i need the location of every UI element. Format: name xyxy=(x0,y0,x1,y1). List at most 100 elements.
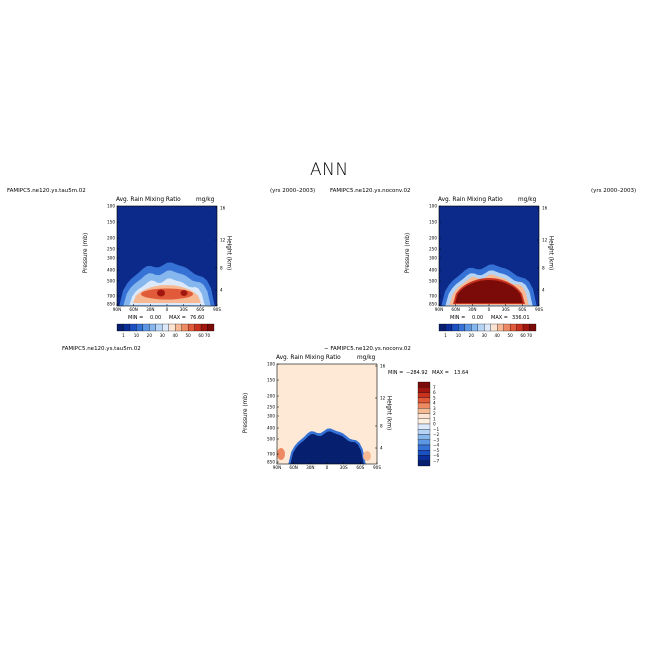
panel-1-colorbar-swatch xyxy=(187,323,195,332)
panel-2-colorbar-swatch xyxy=(522,323,530,332)
panel-2-y-tick-label: 100 xyxy=(429,204,437,209)
panel-1-y-tick-label: 150 xyxy=(107,220,115,225)
panel-3-colorbar-swatch xyxy=(417,423,431,430)
panel-2-x-tick-label: 30S xyxy=(502,307,510,312)
panel-1-y-tick-label: 300 xyxy=(107,256,115,261)
panel-2-colorbar-label: 30 xyxy=(482,333,488,338)
panel-3-colorbar-label: −3 xyxy=(433,437,440,442)
panel-2-x-tick-label: 0 xyxy=(488,307,491,312)
panel-3-positive-region-south xyxy=(363,451,371,461)
panel-3-y-tick-label: 250 xyxy=(267,405,275,410)
panel-2-colorbar-swatch xyxy=(477,323,485,332)
panel-2-colorbar-label: 40 xyxy=(495,333,501,338)
panel-1-y-tick-label: 700 xyxy=(107,294,115,299)
panel-3-colorbar-swatch xyxy=(417,460,431,467)
panel-1-colorbar-swatch xyxy=(123,323,131,332)
panel-3-x-tick-label: 60S xyxy=(356,465,364,470)
panel-1-max-core-east xyxy=(180,290,188,296)
panel-1-colorbar-swatch xyxy=(207,323,215,332)
panel-3-colorbar-swatch xyxy=(417,434,431,440)
panel-2-x-tick-label: 30N xyxy=(468,307,476,312)
panel-1-x-tick-label: 30S xyxy=(180,307,188,312)
panel-3-colorbar-swatch xyxy=(417,418,431,425)
panel-1-x-tick-label: 60S xyxy=(196,307,204,312)
panel-2-colorbar-swatch xyxy=(516,323,524,332)
panel-2-colorbar: 1 10 20 30 40 50 60 70 xyxy=(438,323,537,338)
panel-1-colorbar-swatch xyxy=(194,323,202,332)
panel-3-colorbar-label: −6 xyxy=(433,453,440,458)
panel-3-x-tick-label: 90N xyxy=(273,465,281,470)
panel-1-contour-level-5 xyxy=(141,288,193,300)
panel-3-y2-tick-label: 16 xyxy=(380,364,386,369)
panel-1-y-tick-label: 100 xyxy=(107,204,115,209)
panel-2-y-tick-label: 500 xyxy=(429,279,437,284)
panel-1-colorbar-label: 30 xyxy=(160,333,166,338)
panel-1-colorbar-label: 50 xyxy=(185,333,191,338)
panel-3-max-value: 13.64 xyxy=(454,370,469,376)
panel-1-y2-tick-label: 16 xyxy=(220,206,226,211)
panel-1-y-tick-label: 500 xyxy=(107,279,115,284)
panel-3-colorbar-swatch xyxy=(417,439,431,446)
panel-1-colorbar-swatch xyxy=(200,323,208,332)
panel-3-colorbar-label: 5 xyxy=(433,395,436,400)
panel-2-colorbar-swatch xyxy=(490,323,498,332)
panel-3-min-value: −284.92 xyxy=(406,370,428,376)
panel-3-colorbar-swatch xyxy=(417,408,431,414)
panel-1-colorbar-swatch xyxy=(155,323,163,332)
panel-2-y2-tick-label: 8 xyxy=(542,266,545,271)
panel-1-colorbar-swatch xyxy=(116,323,124,332)
panel-2-x-tick-label: 60N xyxy=(451,307,459,312)
panel-1-y-axis-label: Pressure (mb) xyxy=(83,232,90,274)
panel-2-colorbar-swatch xyxy=(503,323,511,332)
panel-3-title: − FAMIPC5.ne120.ys.noconv.02 xyxy=(324,346,411,352)
panel-2-y-tick-label: 400 xyxy=(429,268,437,273)
panel-3-y2-tick-label: 12 xyxy=(380,396,386,401)
panel-3-x-tick-label: 0 xyxy=(326,465,329,470)
panel-1-colorbar-swatch xyxy=(149,323,156,332)
panel-2-colorbar-label: 50 xyxy=(507,333,513,338)
panel-1-x-tick-label: 90N xyxy=(113,307,121,312)
panel-3-y2-tick-label: 8 xyxy=(380,424,383,429)
panel-2-colorbar-swatch xyxy=(471,323,478,332)
panel-1-y2-tick-label: 4 xyxy=(220,288,223,293)
panel-1-max-label: MAX = xyxy=(169,315,186,321)
panel-1-x-tick-label: 0 xyxy=(166,307,169,312)
panel-2-max-label: MAX = xyxy=(491,315,508,321)
panel-3-colorbar-swatch xyxy=(417,429,431,435)
panel-2-units: mg/kg xyxy=(518,197,537,203)
panel-3-colorbar-label: 7 xyxy=(433,385,436,390)
panel-1-colorbar-swatch xyxy=(175,323,182,332)
panel-1-max-value: 76.60 xyxy=(190,315,205,321)
panel-3-colorbar-label: 2 xyxy=(433,411,436,416)
panel-3-y2-tick-label: 4 xyxy=(380,446,383,451)
panel-2-y-tick-label: 850 xyxy=(429,302,437,307)
panel-2-max-value: 336.01 xyxy=(512,315,530,321)
panel-1-x-tick-label: 60N xyxy=(129,307,137,312)
panel-2-x-tick-label: 90S xyxy=(535,307,543,312)
panel-3-y-tick-label: 850 xyxy=(267,460,275,465)
panel-2-y-tick-label: 200 xyxy=(429,236,437,241)
panel-1-colorbar: 1 10 20 30 40 50 60 70 xyxy=(116,323,215,338)
panel-2-colorbar-swatch xyxy=(451,323,459,332)
panel-3-colorbar-label: −4 xyxy=(433,443,440,448)
panel-3-colorbar-label: 0 xyxy=(433,422,436,427)
panel-1-colorbar-label: 60 xyxy=(198,333,204,338)
panel-3-min-region xyxy=(290,431,364,466)
panel-1-y-tick-label: 400 xyxy=(107,268,115,273)
panel-3-colorbar-label: −7 xyxy=(433,458,440,463)
panel-1-y2-tick-label: 8 xyxy=(220,266,223,271)
panel-1-y2-tick-label: 12 xyxy=(220,238,226,243)
panel-2-colorbar-swatch xyxy=(509,323,517,332)
panel-3-colorbar-label: 3 xyxy=(433,406,436,411)
panel-3-colorbar-label: −5 xyxy=(433,448,440,453)
panel-3-y-tick-label: 200 xyxy=(267,394,275,399)
panel-1-colorbar-label: 20 xyxy=(147,333,153,338)
panel-1-colorbar-label: 1 xyxy=(122,333,125,338)
panel-1-x-tick-label: 30N xyxy=(146,307,154,312)
panel-3-min-label: MIN = xyxy=(388,370,404,376)
panel-3-colorbar-swatch xyxy=(417,455,431,461)
panel-3-y2-axis-label: Height (km) xyxy=(385,395,392,431)
panel-2-plot: 90N 60N 30N 0 30S 60S 90S 100 150 200 250 300 400 500… xyxy=(429,204,548,313)
panel-3-colorbar-swatch xyxy=(417,392,431,398)
panel-2-max-region xyxy=(455,280,523,303)
